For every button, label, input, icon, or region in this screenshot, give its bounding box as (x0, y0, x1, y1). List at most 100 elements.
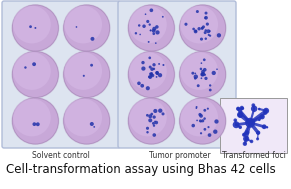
Circle shape (150, 9, 153, 12)
Circle shape (145, 13, 146, 15)
Circle shape (63, 50, 111, 98)
Circle shape (64, 52, 102, 90)
Circle shape (179, 4, 227, 52)
Circle shape (154, 121, 156, 122)
Circle shape (135, 32, 137, 34)
Circle shape (208, 133, 211, 137)
Circle shape (64, 5, 110, 51)
Circle shape (208, 34, 210, 36)
Circle shape (152, 27, 156, 31)
Circle shape (245, 130, 249, 135)
Text: Transformed foci: Transformed foci (221, 151, 285, 160)
Circle shape (150, 73, 153, 76)
Circle shape (258, 119, 260, 121)
Circle shape (239, 125, 242, 129)
Circle shape (204, 16, 208, 20)
Circle shape (155, 25, 159, 29)
Circle shape (201, 72, 205, 76)
Circle shape (63, 4, 111, 52)
Circle shape (155, 30, 160, 35)
Circle shape (150, 73, 152, 74)
Circle shape (251, 103, 255, 107)
Circle shape (233, 118, 237, 122)
Circle shape (128, 5, 174, 51)
Circle shape (217, 33, 221, 37)
Circle shape (139, 34, 141, 35)
Circle shape (179, 50, 227, 98)
Circle shape (201, 70, 205, 74)
Circle shape (243, 142, 247, 146)
Circle shape (180, 5, 226, 51)
Circle shape (263, 111, 267, 115)
Circle shape (209, 89, 212, 91)
Circle shape (146, 114, 149, 117)
Circle shape (205, 12, 207, 15)
Circle shape (216, 68, 218, 70)
Circle shape (64, 51, 110, 98)
Circle shape (155, 71, 159, 75)
Circle shape (207, 126, 210, 128)
Circle shape (153, 109, 157, 113)
Circle shape (151, 74, 154, 77)
Circle shape (13, 6, 51, 43)
Circle shape (29, 25, 32, 28)
Circle shape (209, 35, 211, 37)
Circle shape (209, 30, 211, 32)
Circle shape (13, 52, 51, 90)
Circle shape (184, 23, 187, 26)
Circle shape (191, 72, 194, 75)
Circle shape (194, 74, 198, 79)
Circle shape (148, 41, 150, 43)
Circle shape (162, 64, 164, 66)
Circle shape (266, 126, 268, 128)
Circle shape (64, 99, 102, 136)
Circle shape (156, 76, 157, 78)
Circle shape (148, 57, 151, 59)
Circle shape (152, 122, 155, 125)
Circle shape (129, 52, 167, 90)
Bar (220, 98, 287, 153)
Circle shape (13, 99, 51, 136)
Circle shape (194, 77, 197, 80)
Circle shape (141, 67, 146, 71)
Circle shape (127, 4, 175, 52)
Circle shape (203, 109, 206, 112)
Circle shape (158, 108, 162, 113)
Circle shape (140, 84, 144, 88)
Circle shape (11, 97, 59, 145)
Circle shape (260, 114, 265, 119)
Circle shape (205, 29, 207, 32)
Circle shape (152, 29, 155, 33)
Circle shape (242, 133, 246, 137)
Circle shape (90, 122, 94, 126)
Circle shape (36, 122, 40, 126)
Circle shape (180, 52, 218, 90)
Circle shape (200, 121, 202, 122)
Circle shape (240, 106, 244, 110)
Circle shape (152, 32, 155, 35)
Circle shape (212, 71, 216, 75)
Circle shape (90, 64, 93, 67)
Circle shape (142, 24, 146, 28)
Circle shape (33, 122, 36, 126)
Circle shape (93, 126, 95, 128)
Circle shape (155, 42, 157, 44)
Circle shape (204, 77, 207, 80)
Circle shape (250, 140, 253, 143)
Circle shape (201, 119, 204, 122)
FancyBboxPatch shape (2, 1, 120, 148)
Circle shape (200, 132, 202, 134)
Circle shape (203, 68, 207, 72)
Circle shape (12, 51, 58, 98)
Circle shape (209, 84, 211, 87)
Circle shape (199, 114, 203, 118)
Circle shape (127, 50, 175, 98)
Circle shape (129, 99, 167, 136)
Circle shape (201, 27, 203, 29)
Circle shape (12, 98, 58, 144)
Circle shape (64, 6, 102, 43)
Circle shape (146, 20, 149, 23)
Circle shape (148, 114, 152, 118)
Circle shape (201, 27, 204, 30)
Circle shape (238, 113, 243, 118)
